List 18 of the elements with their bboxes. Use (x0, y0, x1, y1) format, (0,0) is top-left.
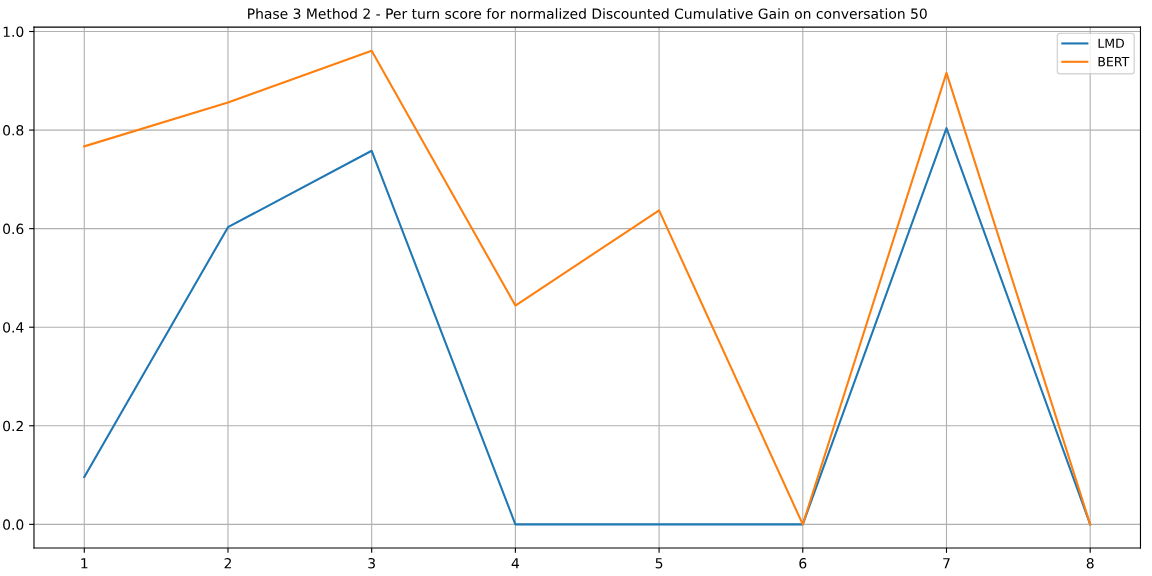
x-tick-label: 8 (1086, 557, 1094, 569)
y-tick-label: 1.0 (3, 26, 24, 37)
x-tick-label: 3 (368, 557, 375, 569)
y-tick-label: 0.6 (3, 223, 24, 235)
legend-label: LMD (1098, 38, 1124, 48)
x-tick-label: 1 (81, 558, 88, 569)
y-tick-label: 0.8 (3, 125, 24, 136)
chart-title: Phase 3 Method 2 - Per turn score for normalized Discounted Cumulative Gain on conversation 50 (248, 8, 927, 19)
y-tick-label: 0.0 (3, 519, 24, 530)
y-tick-label: 0.2 (3, 420, 23, 432)
line-series (83, 49, 1092, 526)
y-tick-label: 0.4 (3, 322, 24, 333)
x-tick-label: 5 (655, 558, 663, 569)
legend-label: BERT (1098, 57, 1130, 67)
x-tick-label: 6 (799, 557, 807, 569)
x-tick-label: 7 (943, 558, 950, 569)
x-tick-label: 2 (224, 557, 232, 569)
x-tick-label: 4 (511, 558, 520, 569)
